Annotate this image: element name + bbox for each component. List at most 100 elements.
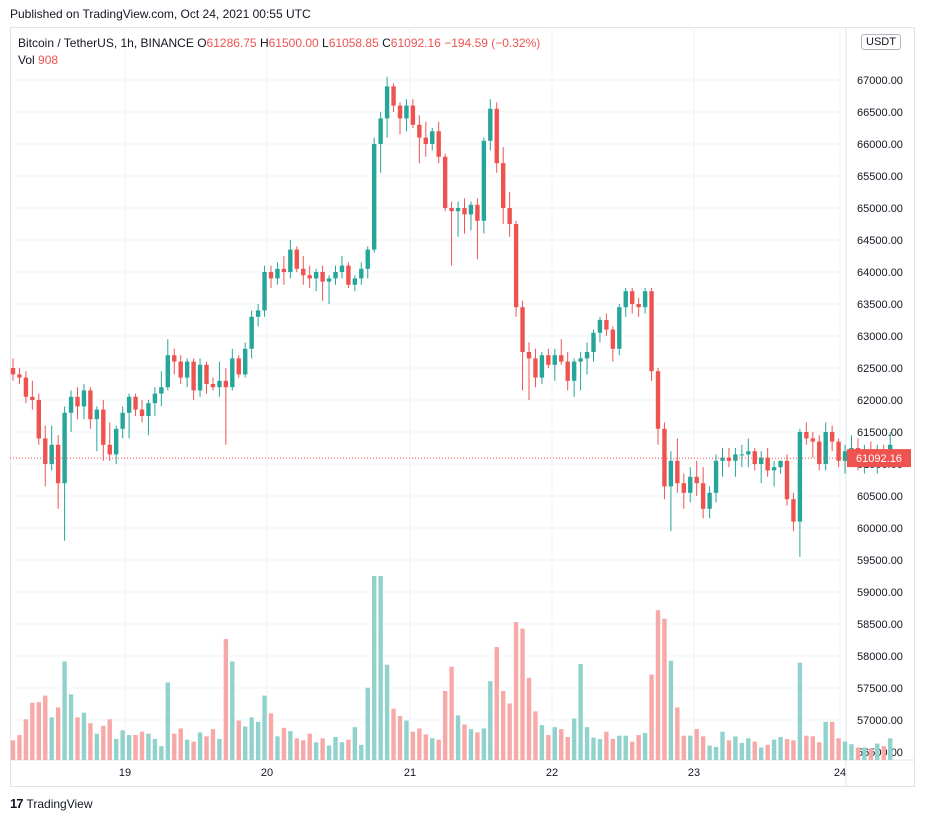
candle-body: [565, 361, 570, 381]
candle-body: [152, 393, 158, 404]
volume-bar: [636, 735, 641, 760]
candle-body: [688, 476, 693, 493]
legend-l-label: L: [322, 36, 329, 50]
volume-bar: [436, 739, 441, 760]
candle-body: [255, 310, 261, 317]
legend-ohlc-row: Bitcoin / TetherUS, 1h, BINANCE O61286.7…: [18, 35, 540, 52]
volume-bar: [784, 738, 790, 760]
y-tick-label: 59000.00: [857, 587, 903, 599]
candle-body: [223, 380, 229, 388]
volume-bar: [571, 718, 577, 760]
candle-body: [75, 396, 80, 407]
volume-bar: [30, 702, 35, 760]
candle-body: [210, 384, 216, 388]
candle-body: [378, 118, 383, 144]
y-tick-label: 61500.00: [857, 427, 903, 439]
y-tick-label: 63500.00: [857, 299, 903, 311]
volume-bar: [881, 746, 886, 760]
volume-bar: [49, 717, 54, 760]
volume-bar: [720, 731, 725, 760]
y-tick-label: 64000.00: [857, 267, 903, 279]
legend-volume-row: Vol 908: [18, 52, 540, 69]
y-tick-label: 60000.00: [857, 523, 903, 535]
volume-bar: [526, 677, 532, 760]
volume-bar: [455, 715, 461, 760]
volume-bar: [694, 729, 699, 760]
candle-body: [436, 131, 441, 157]
volume-bar: [501, 691, 506, 760]
legend-o-label: O: [197, 36, 207, 50]
candle-body: [488, 108, 493, 141]
candle-body: [165, 355, 170, 388]
volume-bar: [513, 622, 519, 760]
volume-bar: [139, 731, 145, 760]
candle-body: [759, 457, 764, 464]
candle-body: [339, 265, 345, 272]
chart-legend: Bitcoin / TetherUS, 1h, BINANCE O61286.7…: [18, 35, 540, 69]
volume-bar: [430, 738, 435, 760]
legend-close: 61092.16: [390, 36, 441, 50]
y-tick-label: 62500.00: [857, 363, 903, 375]
y-tick-label: 57500.00: [857, 683, 903, 695]
volume-bar: [288, 731, 293, 760]
candle-body: [288, 249, 293, 272]
candle-body: [36, 400, 41, 439]
candle-body: [784, 460, 790, 500]
candle-body: [43, 438, 48, 464]
legend-low: 61058.85: [328, 36, 379, 50]
footer-brand[interactable]: 17 TradingView: [10, 796, 93, 811]
volume-bar: [862, 747, 867, 760]
price-chart[interactable]: 56500.0057000.0057500.0058000.0058500.00…: [10, 27, 915, 787]
candle-body: [604, 320, 609, 330]
volume-bar: [313, 742, 319, 760]
candle-body: [101, 409, 106, 445]
legend-open: 61286.75: [206, 36, 257, 50]
candle-body: [720, 457, 725, 461]
x-tick-label: 20: [261, 767, 273, 779]
volume-bar: [55, 707, 61, 760]
volume-bar: [391, 708, 396, 760]
candle-body: [739, 454, 745, 456]
candle-body: [700, 483, 706, 509]
volume-bar: [688, 735, 693, 760]
volume-bar: [262, 695, 267, 760]
volume-bar: [365, 687, 370, 760]
candle-body: [404, 105, 409, 119]
candle-body: [281, 268, 287, 272]
volume-bar: [81, 712, 87, 760]
candle-body: [275, 268, 280, 279]
candle-body: [810, 438, 815, 442]
candle-body: [662, 428, 667, 487]
candle-body: [449, 208, 454, 212]
candle-body: [133, 396, 138, 410]
y-tick-label: 67000.00: [857, 75, 903, 87]
volume-bar: [204, 736, 209, 760]
candle-body: [649, 291, 654, 372]
candle-body: [172, 355, 177, 362]
candle-body: [442, 156, 448, 208]
volume-bar: [404, 720, 409, 760]
candle-body: [268, 272, 274, 279]
candle-body: [17, 374, 22, 378]
y-tick-label: 62000.00: [857, 395, 903, 407]
candle-body: [417, 124, 422, 138]
volume-bar: [36, 702, 41, 760]
y-tick-label: 65500.00: [857, 171, 903, 183]
volume-bar: [184, 739, 190, 760]
candle-body: [468, 204, 474, 215]
candle-body: [126, 396, 132, 413]
candle-body: [694, 476, 699, 484]
legend-change: −194.59 (−0.32%): [444, 36, 541, 50]
volume-bar: [823, 721, 828, 760]
volume-bar: [617, 735, 622, 760]
candle-body: [359, 268, 364, 279]
candle-body: [752, 451, 757, 464]
volume-bar: [294, 738, 299, 760]
volume-bar: [829, 721, 835, 760]
candle-body: [397, 105, 403, 119]
candle-body: [391, 86, 396, 106]
currency-button[interactable]: USDT: [861, 34, 901, 50]
volume-bar: [126, 735, 132, 760]
x-tick-label: 24: [834, 767, 846, 779]
candle-body: [513, 224, 519, 308]
